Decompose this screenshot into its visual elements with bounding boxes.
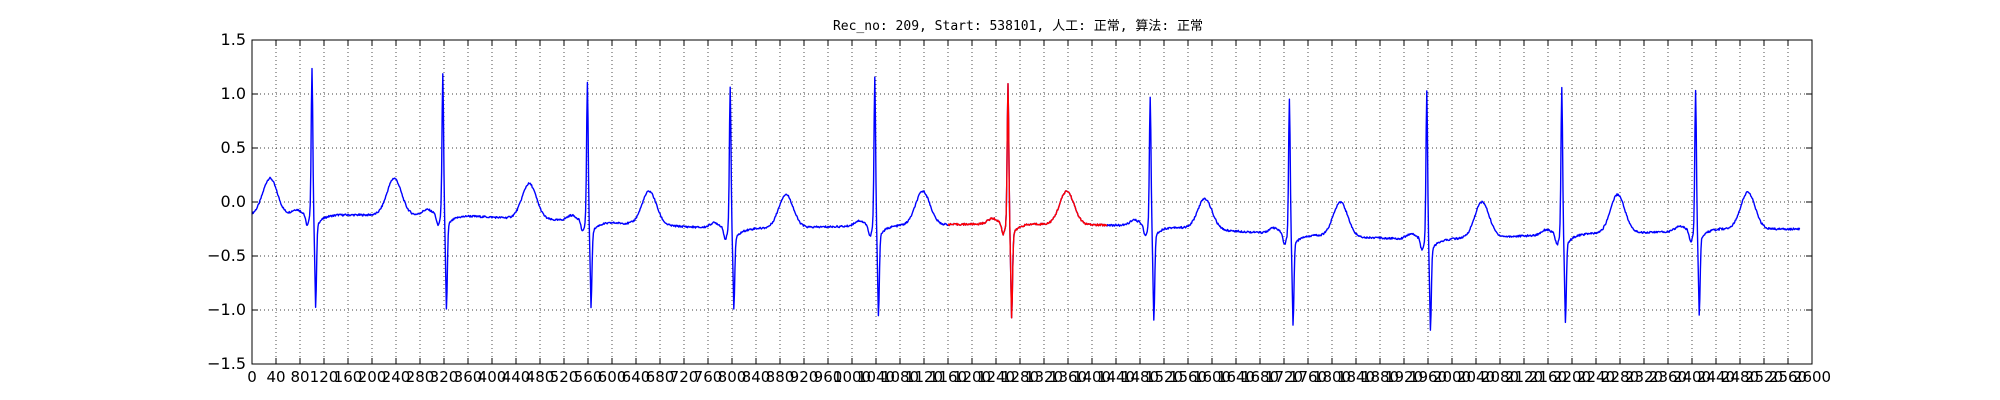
x-tick-label: 1160 bbox=[929, 368, 967, 386]
y-tick-label: −1.0 bbox=[207, 300, 246, 319]
chart-title: Rec_no: 209, Start: 538101, 人工: 正常, 算法: … bbox=[833, 19, 1203, 34]
x-tick-label: 1960 bbox=[1409, 368, 1447, 386]
x-tick-label: 2280 bbox=[1601, 368, 1639, 386]
x-tick-label: 1920 bbox=[1385, 368, 1423, 386]
x-tick-label: 40 bbox=[266, 368, 285, 386]
grid-lines bbox=[252, 40, 1812, 364]
x-tick-label: 960 bbox=[814, 368, 843, 386]
x-tick-label: 1040 bbox=[857, 368, 895, 386]
x-tick-label: 2560 bbox=[1769, 368, 1807, 386]
x-tick-label: 2200 bbox=[1553, 368, 1591, 386]
x-tick-label: 800 bbox=[718, 368, 747, 386]
x-tick-label: 840 bbox=[742, 368, 771, 386]
x-tick-label: 1400 bbox=[1073, 368, 1111, 386]
x-tick-label: 2360 bbox=[1649, 368, 1687, 386]
x-tick-label: 1440 bbox=[1097, 368, 1135, 386]
x-tick-label: 1240 bbox=[977, 368, 1015, 386]
x-tick-label: 1320 bbox=[1025, 368, 1063, 386]
x-tick-label: 600 bbox=[598, 368, 627, 386]
y-tick-label: 0.5 bbox=[221, 138, 246, 157]
x-tick-label: 920 bbox=[790, 368, 819, 386]
y-tick-label: −1.5 bbox=[207, 354, 246, 373]
x-tick-label: 2120 bbox=[1505, 368, 1543, 386]
x-tick-label: 1520 bbox=[1145, 368, 1183, 386]
x-tick-label: 2000 bbox=[1433, 368, 1471, 386]
x-tick-label: 1280 bbox=[1001, 368, 1039, 386]
x-tick-label: 1200 bbox=[953, 368, 991, 386]
x-tick-label: 2480 bbox=[1721, 368, 1759, 386]
x-tick-label: 1360 bbox=[1049, 368, 1087, 386]
x-tick-label: 360 bbox=[454, 368, 483, 386]
x-tick-label: 2240 bbox=[1577, 368, 1615, 386]
x-tick-label: 160 bbox=[334, 368, 363, 386]
x-tick-label: 1680 bbox=[1241, 368, 1279, 386]
x-tick-label: 2080 bbox=[1481, 368, 1519, 386]
x-tick-label: 240 bbox=[382, 368, 411, 386]
x-tick-label: 2600 bbox=[1793, 368, 1831, 386]
x-tick-label: 480 bbox=[526, 368, 555, 386]
x-tick-label: 2520 bbox=[1745, 368, 1783, 386]
y-axis-ticks: −1.5 −1.0 −0.5 0.0 0.5 1.0 1.5 bbox=[207, 30, 1812, 373]
x-tick-label: 1480 bbox=[1121, 368, 1159, 386]
y-tick-label: 1.5 bbox=[221, 30, 246, 49]
x-tick-label: 0 bbox=[247, 368, 257, 386]
x-tick-label: 880 bbox=[766, 368, 795, 386]
x-tick-label: 560 bbox=[574, 368, 603, 386]
x-tick-label: 640 bbox=[622, 368, 651, 386]
x-tick-label: 1880 bbox=[1361, 368, 1399, 386]
x-tick-label: 760 bbox=[694, 368, 723, 386]
x-tick-label: 2320 bbox=[1625, 368, 1663, 386]
x-axis-ticks: 0 40 80 12016020024028032036040044048052056… bbox=[247, 40, 1831, 386]
x-tick-label: 2160 bbox=[1529, 368, 1567, 386]
x-tick-label: 1000 bbox=[833, 368, 871, 386]
x-tick-label: 1600 bbox=[1193, 368, 1231, 386]
y-tick-label: 0.0 bbox=[221, 192, 246, 211]
y-tick-label: 1.0 bbox=[221, 84, 246, 103]
x-tick-label: 1080 bbox=[881, 368, 919, 386]
x-tick-label: 2400 bbox=[1673, 368, 1711, 386]
y-tick-label: −0.5 bbox=[207, 246, 246, 265]
x-tick-label: 1640 bbox=[1217, 368, 1255, 386]
x-tick-label: 400 bbox=[478, 368, 507, 386]
ecg-series bbox=[251, 67, 1801, 331]
x-tick-label: 1120 bbox=[905, 368, 943, 386]
x-tick-label: 680 bbox=[646, 368, 675, 386]
ecg-trace-blue bbox=[251, 67, 1801, 331]
x-tick-label: 440 bbox=[502, 368, 531, 386]
x-tick-label: 2440 bbox=[1697, 368, 1735, 386]
x-tick-label: 1720 bbox=[1265, 368, 1303, 386]
x-tick-label: 1840 bbox=[1337, 368, 1375, 386]
ecg-trace-red-highlight bbox=[947, 83, 1108, 319]
x-tick-label: 720 bbox=[670, 368, 699, 386]
x-tick-label: 280 bbox=[406, 368, 435, 386]
x-tick-label: 320 bbox=[430, 368, 459, 386]
x-tick-label: 1760 bbox=[1289, 368, 1327, 386]
x-tick-label: 520 bbox=[550, 368, 579, 386]
x-tick-label: 1560 bbox=[1169, 368, 1207, 386]
x-tick-label: 80 bbox=[290, 368, 309, 386]
x-tick-label: 200 bbox=[358, 368, 387, 386]
x-tick-label: 2040 bbox=[1457, 368, 1495, 386]
x-tick-label: 120 bbox=[310, 368, 339, 386]
x-tick-label: 1800 bbox=[1313, 368, 1351, 386]
